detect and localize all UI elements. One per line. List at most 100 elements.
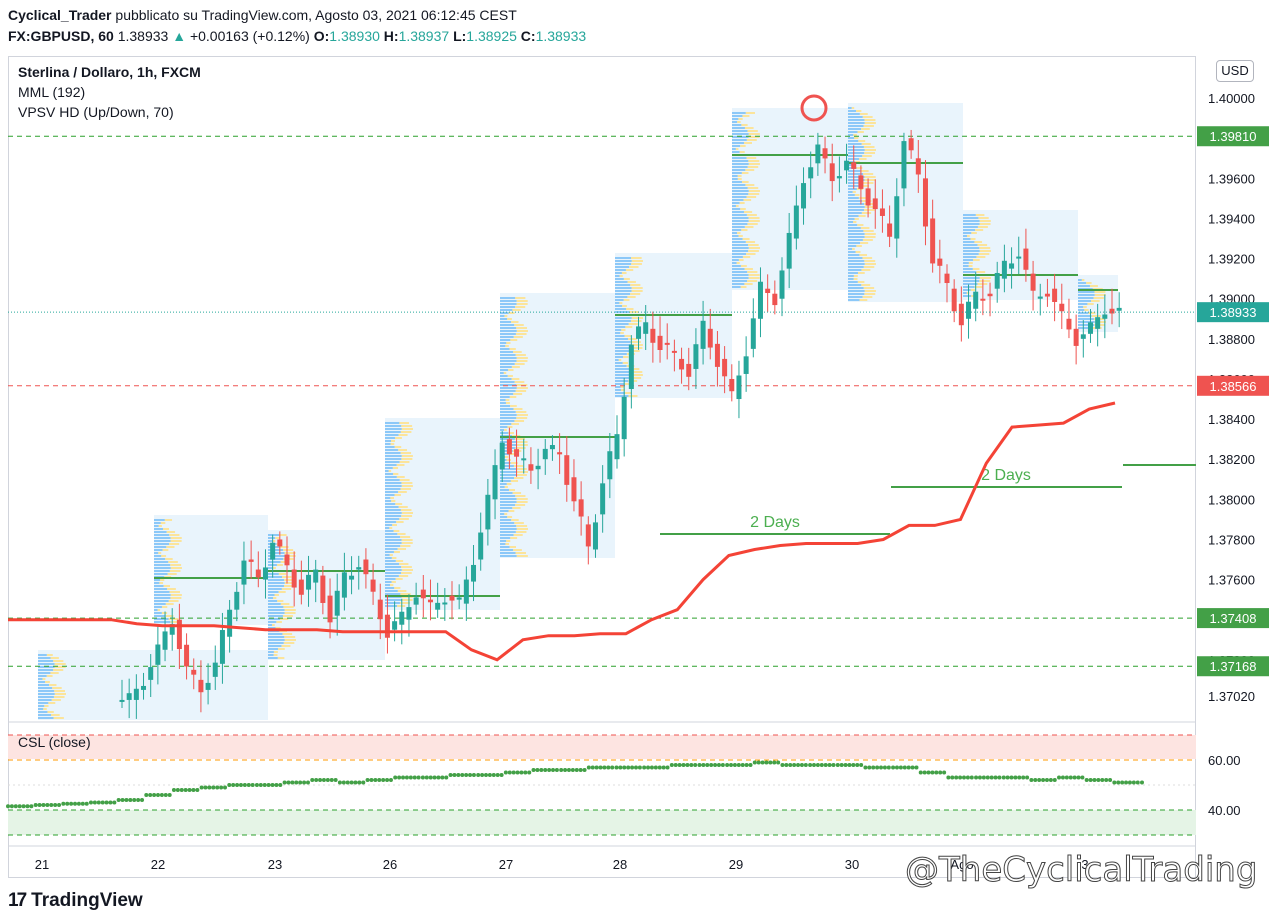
- legend-mml[interactable]: MML (192): [18, 84, 86, 100]
- csl-point: [452, 773, 457, 777]
- volume-down-bar: [973, 259, 980, 261]
- annotation-two-days: 2 Days: [981, 467, 1031, 484]
- csl-point: [906, 765, 911, 770]
- volume-down-bar: [272, 624, 275, 626]
- currency-badge[interactable]: USD: [1216, 60, 1254, 82]
- volume-down-bar: [631, 374, 643, 376]
- candle-body: [765, 288, 771, 294]
- candle-body: [212, 662, 218, 677]
- candle-body: [614, 434, 620, 460]
- volume-up-bar: [732, 130, 748, 132]
- publisher-name[interactable]: Cyclical_Trader: [8, 7, 112, 23]
- chart-pane[interactable]: [8, 56, 1196, 878]
- volume-down-bar: [506, 540, 511, 542]
- volume-down-bar: [748, 163, 760, 165]
- volume-down-bar: [398, 575, 409, 577]
- volume-down-bar: [857, 224, 864, 226]
- volume-up-bar: [38, 699, 52, 701]
- csl-point: [677, 763, 682, 767]
- volume-up-bar: [500, 417, 517, 419]
- volume-up-bar: [154, 600, 169, 602]
- volume-down-bar: [629, 368, 640, 370]
- volume-up-bar: [500, 378, 512, 380]
- csl-point: [408, 775, 413, 780]
- candle-body: [951, 288, 957, 312]
- volume-up-bar: [38, 717, 54, 719]
- volume-down-bar: [284, 579, 295, 581]
- volume-down-bar: [861, 128, 870, 130]
- footer-brand[interactable]: 17 TradingView: [8, 890, 143, 912]
- csl-point: [13, 804, 18, 809]
- volume-down-bar: [516, 384, 528, 386]
- csl-point: [1088, 778, 1093, 782]
- volume-down-bar: [398, 434, 408, 436]
- candle-body: [636, 326, 642, 339]
- legend-vpsv[interactable]: VPSV HD (Up/Down, 70): [18, 104, 174, 120]
- volume-up-bar: [732, 166, 748, 168]
- volume-down-bar: [166, 546, 175, 548]
- volume-up-bar: [732, 277, 749, 279]
- volume-down-bar: [516, 528, 528, 530]
- volume-down-bar: [165, 615, 174, 617]
- volume-up-bar: [1078, 282, 1087, 284]
- csl-point: [942, 770, 947, 775]
- csl-point: [1080, 775, 1085, 780]
- volume-up-bar: [500, 486, 505, 488]
- volume-down-bar: [629, 266, 639, 268]
- volume-down-bar: [507, 426, 513, 428]
- volume-down-bar: [276, 621, 282, 623]
- volume-up-bar: [963, 295, 972, 297]
- volume-up-bar: [385, 560, 396, 562]
- volume-down-bar: [856, 188, 863, 190]
- volume-down-bar: [746, 196, 757, 198]
- volume-down-bar: [169, 543, 180, 545]
- volume-down-bar: [856, 167, 863, 169]
- watermark-text: @TheCyclicalTrading: [904, 850, 1258, 891]
- volume-up-bar: [1078, 291, 1095, 293]
- volume-up-bar: [268, 561, 281, 563]
- volume-up-bar: [385, 557, 392, 559]
- volume-down-bar: [516, 360, 528, 362]
- volume-up-bar: [268, 654, 274, 656]
- csl-point: [476, 773, 481, 777]
- candle-body: [406, 607, 412, 620]
- volume-up-bar: [732, 220, 749, 222]
- volume-down-bar: [283, 549, 294, 551]
- csl-point: [831, 763, 836, 767]
- candle-body: [750, 318, 756, 349]
- csl-point: [551, 768, 556, 772]
- candle-body: [234, 591, 240, 610]
- volume-down-bar: [390, 497, 394, 499]
- volume-up-bar: [848, 257, 863, 259]
- volume-up-bar: [963, 253, 979, 255]
- candle-body: [327, 595, 333, 623]
- volume-up-bar: [500, 432, 509, 434]
- volume-up-bar: [500, 480, 511, 482]
- volume-up-bar: [615, 317, 632, 319]
- csl-point: [863, 765, 868, 770]
- volume-up-bar: [500, 396, 510, 398]
- volume-up-bar: [154, 525, 159, 527]
- volume-up-bar: [615, 263, 632, 265]
- volume-up-bar: [38, 657, 51, 659]
- csl-point: [705, 763, 710, 767]
- volume-down-bar: [863, 230, 874, 232]
- csl-point: [859, 763, 864, 767]
- volume-up-bar: [385, 449, 399, 451]
- legend-title[interactable]: Sterlina / Dollaro, 1h, FXCM: [18, 64, 201, 80]
- csl-point: [590, 765, 595, 770]
- price-badge: [1197, 302, 1269, 323]
- volume-down-bar: [509, 546, 516, 548]
- volume-down-bar: [620, 332, 624, 334]
- volume-up-bar: [848, 176, 865, 178]
- candle-body: [284, 554, 290, 566]
- volume-down-bar: [740, 208, 746, 210]
- volume-down-bar: [741, 124, 748, 126]
- volume-down-bar: [160, 579, 165, 581]
- volume-up-bar: [615, 257, 631, 259]
- csl-point: [1013, 775, 1018, 780]
- csl-legend[interactable]: CSL (close): [18, 734, 91, 750]
- volume-down-bar: [740, 145, 746, 147]
- volume-up-bar: [385, 491, 399, 493]
